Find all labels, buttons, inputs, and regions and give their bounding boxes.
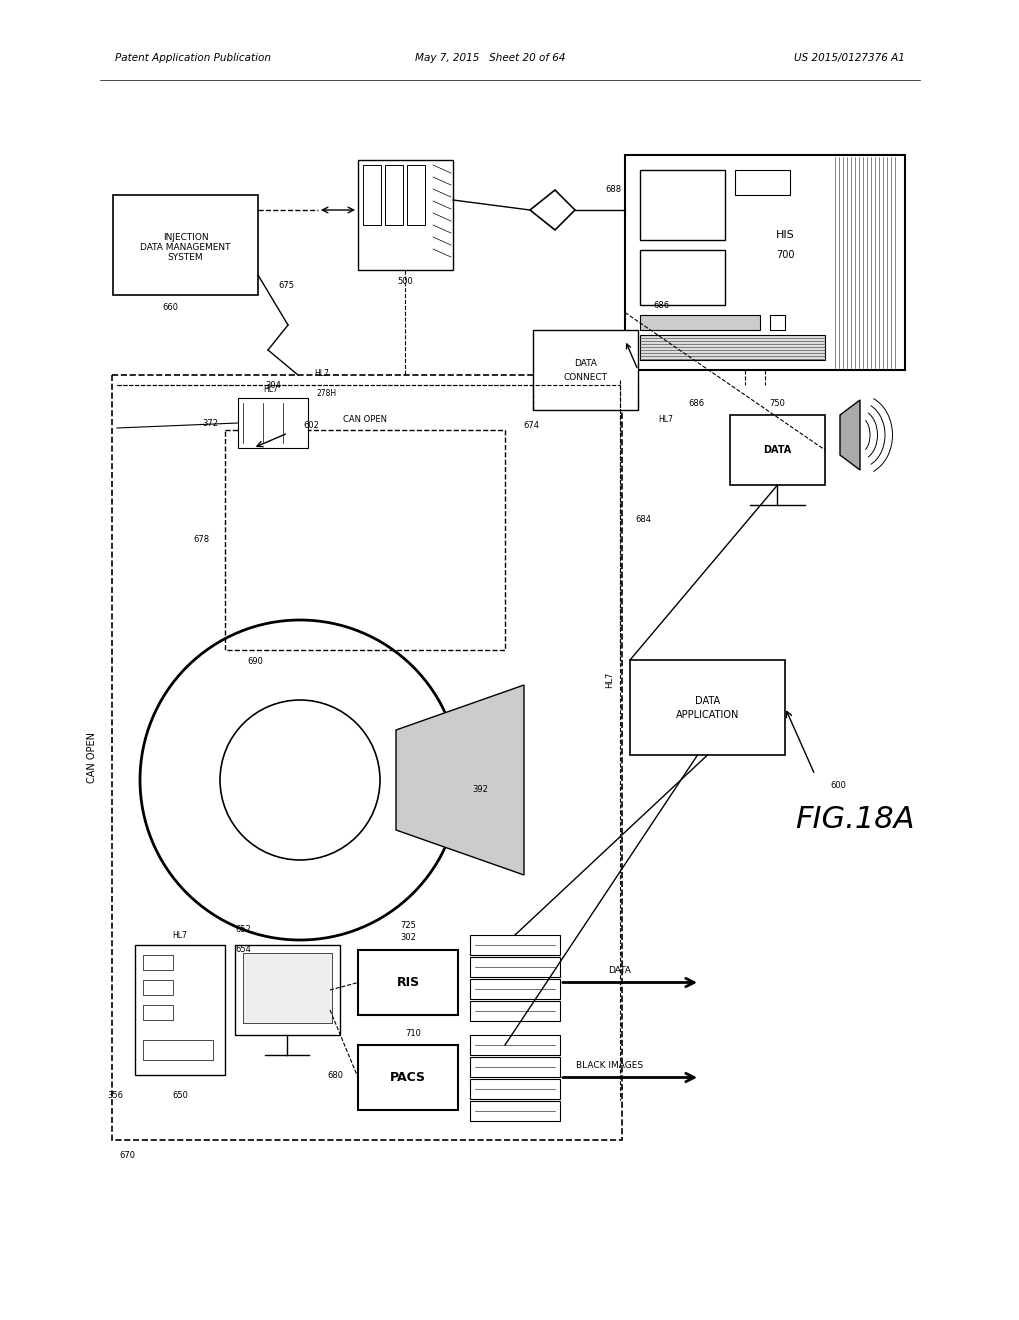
- Bar: [358, 1045, 458, 1110]
- Text: DATA: DATA: [608, 966, 631, 975]
- Bar: [639, 170, 725, 240]
- Bar: [630, 660, 785, 755]
- Polygon shape: [530, 190, 575, 230]
- Text: FIG.18A: FIG.18A: [795, 805, 914, 834]
- Text: 670: 670: [119, 1151, 135, 1159]
- Text: CAN OPEN: CAN OPEN: [342, 416, 386, 425]
- Bar: [243, 953, 331, 1023]
- Bar: [625, 154, 904, 370]
- Text: 674: 674: [523, 421, 538, 429]
- Text: HIS: HIS: [774, 230, 794, 240]
- Bar: [735, 170, 790, 195]
- Text: 500: 500: [397, 277, 413, 286]
- Text: 278H: 278H: [317, 388, 336, 397]
- Text: May 7, 2015   Sheet 20 of 64: May 7, 2015 Sheet 20 of 64: [415, 53, 565, 63]
- Text: 356: 356: [107, 1090, 123, 1100]
- Bar: [363, 165, 381, 224]
- Text: 710: 710: [405, 1028, 421, 1038]
- Text: 684: 684: [635, 516, 650, 524]
- Text: US 2015/0127376 A1: US 2015/0127376 A1: [794, 53, 904, 63]
- Bar: [358, 950, 458, 1015]
- Bar: [470, 1035, 559, 1055]
- Text: 660: 660: [162, 302, 178, 312]
- Text: 686: 686: [688, 399, 704, 408]
- Bar: [143, 1040, 213, 1060]
- Text: HL7: HL7: [314, 368, 329, 378]
- Text: CAN OPEN: CAN OPEN: [87, 733, 97, 783]
- Bar: [135, 945, 225, 1074]
- Bar: [769, 315, 785, 330]
- Text: 654: 654: [234, 945, 251, 954]
- Text: DATA: DATA: [574, 359, 596, 367]
- Text: HL7: HL7: [172, 931, 187, 940]
- Text: 750: 750: [768, 399, 785, 408]
- Bar: [470, 1078, 559, 1100]
- Text: DATA: DATA: [694, 696, 719, 705]
- Text: 690: 690: [247, 657, 263, 667]
- Circle shape: [220, 700, 380, 861]
- Text: 675: 675: [278, 281, 293, 289]
- Bar: [225, 430, 504, 649]
- Bar: [470, 1001, 559, 1020]
- Bar: [470, 1101, 559, 1121]
- Bar: [407, 165, 425, 224]
- Text: SYSTEM: SYSTEM: [167, 252, 203, 261]
- Bar: [639, 249, 725, 305]
- Text: 680: 680: [327, 1071, 342, 1080]
- Text: INJECTION: INJECTION: [162, 232, 208, 242]
- Text: 392: 392: [472, 785, 487, 795]
- Bar: [237, 399, 308, 447]
- Text: BLACK IMAGES: BLACK IMAGES: [576, 1061, 643, 1071]
- Bar: [730, 414, 824, 484]
- Text: Patent Application Publication: Patent Application Publication: [115, 53, 271, 63]
- Text: 678: 678: [194, 536, 210, 544]
- Text: 725: 725: [399, 920, 416, 929]
- Bar: [639, 335, 824, 360]
- Text: HL7: HL7: [605, 672, 613, 688]
- Text: 304: 304: [265, 381, 280, 391]
- Bar: [470, 935, 559, 954]
- Text: HL7: HL7: [263, 385, 277, 395]
- Bar: [533, 330, 637, 411]
- Text: DATA: DATA: [762, 445, 791, 455]
- Polygon shape: [840, 400, 859, 470]
- Bar: [113, 195, 258, 294]
- Bar: [143, 979, 173, 995]
- Text: 600: 600: [829, 780, 845, 789]
- Polygon shape: [395, 685, 524, 875]
- Text: 602: 602: [303, 421, 319, 430]
- Text: 372: 372: [202, 418, 218, 428]
- Bar: [143, 1005, 173, 1020]
- Text: HL7: HL7: [657, 416, 673, 425]
- Text: 686: 686: [652, 301, 668, 309]
- Text: 650: 650: [172, 1090, 187, 1100]
- Bar: [384, 165, 403, 224]
- Bar: [470, 1057, 559, 1077]
- Text: DATA MANAGEMENT: DATA MANAGEMENT: [141, 243, 230, 252]
- Text: CONNECT: CONNECT: [562, 372, 607, 381]
- Text: RIS: RIS: [396, 975, 419, 989]
- Bar: [358, 160, 452, 271]
- Bar: [143, 954, 173, 970]
- Text: PACS: PACS: [389, 1071, 426, 1084]
- Bar: [470, 957, 559, 977]
- Text: 700: 700: [775, 249, 794, 260]
- Bar: [234, 945, 339, 1035]
- Bar: [470, 979, 559, 999]
- Bar: [639, 315, 759, 330]
- Text: 302: 302: [399, 933, 416, 942]
- Text: APPLICATION: APPLICATION: [676, 710, 739, 719]
- Text: 652: 652: [234, 925, 251, 935]
- Bar: [112, 375, 622, 1140]
- Text: 688: 688: [604, 186, 621, 194]
